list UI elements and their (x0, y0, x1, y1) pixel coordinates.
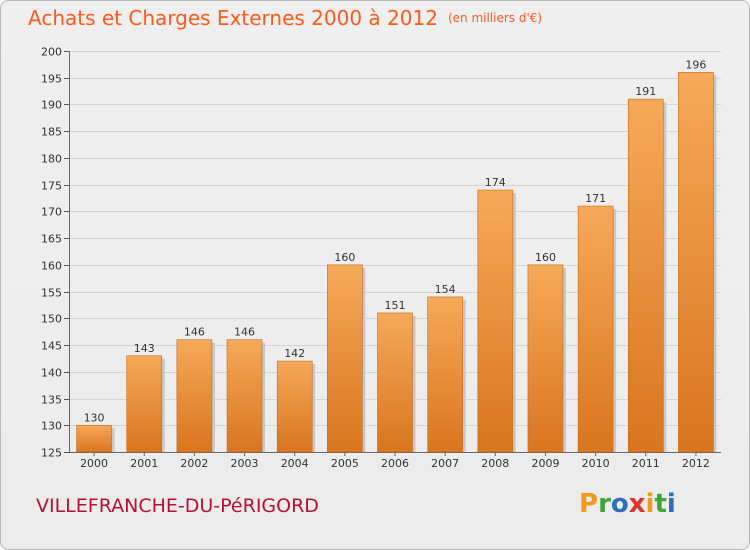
axes: 125 130 135 140 145 150 155 160 165 170 175 180 185 1… (41, 46, 721, 460)
bar-value-label: 196 (685, 58, 706, 71)
y-tick-label: 150 (41, 313, 62, 326)
bar (126, 355, 163, 453)
logo-letter: r (598, 489, 611, 519)
bar-value-label: 160 (535, 251, 556, 264)
logo-letter: i (645, 489, 655, 519)
x-tick-label: 2004 (281, 457, 309, 470)
bar-value-label: 146 (184, 326, 205, 339)
bar (76, 424, 112, 453)
logo-letter: i (666, 489, 676, 519)
y-tick-label: 185 (41, 126, 62, 139)
bar-value-label: 143 (134, 342, 155, 355)
bar-value-label: 130 (84, 411, 105, 424)
y-tick-label: 175 (41, 180, 62, 193)
x-tick-label: 2000 (80, 457, 108, 470)
x-tick-label: 2012 (682, 457, 710, 470)
bar (327, 264, 363, 453)
bar-value-label: 191 (635, 85, 656, 98)
bar-value-label: 151 (385, 299, 406, 312)
y-tick-label: 165 (41, 233, 62, 246)
bar (377, 312, 413, 453)
title-unit: (en milliers d'€) (447, 11, 543, 25)
bar-value-label: 142 (284, 347, 305, 360)
logo-letter: P (579, 489, 599, 519)
y-tick-label: 125 (41, 447, 62, 460)
x-tick-label: 2002 (180, 457, 208, 470)
x-tick-label: 2006 (381, 457, 409, 470)
y-tick-label: 160 (41, 260, 62, 273)
bar-value-label: 174 (485, 176, 506, 189)
y-tick-label: 170 (41, 206, 62, 219)
bar (226, 339, 263, 453)
bar-value-label: 154 (435, 283, 456, 296)
bar (477, 189, 514, 453)
y-tick-label: 145 (41, 340, 62, 353)
bars (76, 72, 717, 453)
commune-name: VILLEFRANCHE-DU-PéRIGORD (36, 495, 319, 517)
chart-title: Achats et Charges Externes 2000 à 2012 (e… (28, 6, 542, 30)
x-tick-label: 2011 (632, 457, 660, 470)
y-tick-label: 130 (41, 420, 62, 433)
y-tick-label: 200 (41, 46, 62, 59)
x-tick-label: 2005 (331, 457, 359, 470)
x-tick-label: 2009 (531, 457, 559, 470)
x-tick-label: 2003 (231, 457, 259, 470)
labels: 130 2000 143 2001 146 2002 146 2003 142 2004 160 20… (80, 58, 710, 470)
y-tick-label: 180 (41, 153, 62, 166)
bar (577, 205, 614, 453)
bar (678, 72, 714, 453)
y-tick-label: 195 (41, 73, 62, 86)
bar-value-label: 146 (234, 326, 255, 339)
bar (276, 360, 313, 453)
logo-letter: x (628, 489, 646, 519)
y-tick-label: 155 (41, 287, 62, 300)
bar (427, 296, 463, 453)
proxiti-logo[interactable]: Proxiti (579, 489, 676, 519)
x-tick-label: 2010 (582, 457, 610, 470)
x-tick-label: 2001 (130, 457, 158, 470)
y-tick-label: 190 (41, 99, 62, 112)
x-tick-label: 2008 (481, 457, 509, 470)
bar-value-label: 160 (334, 251, 355, 264)
x-tick-label: 2007 (431, 457, 459, 470)
bar (176, 339, 213, 453)
logo-letter: o (610, 489, 629, 519)
bar-value-label: 171 (585, 192, 606, 205)
logo-letter: t (654, 489, 667, 519)
bar (527, 264, 564, 453)
y-tick-label: 135 (41, 394, 62, 407)
title-text: Achats et Charges Externes 2000 à 2012 (28, 6, 438, 30)
bar (627, 98, 664, 453)
y-tick-label: 140 (41, 367, 62, 380)
